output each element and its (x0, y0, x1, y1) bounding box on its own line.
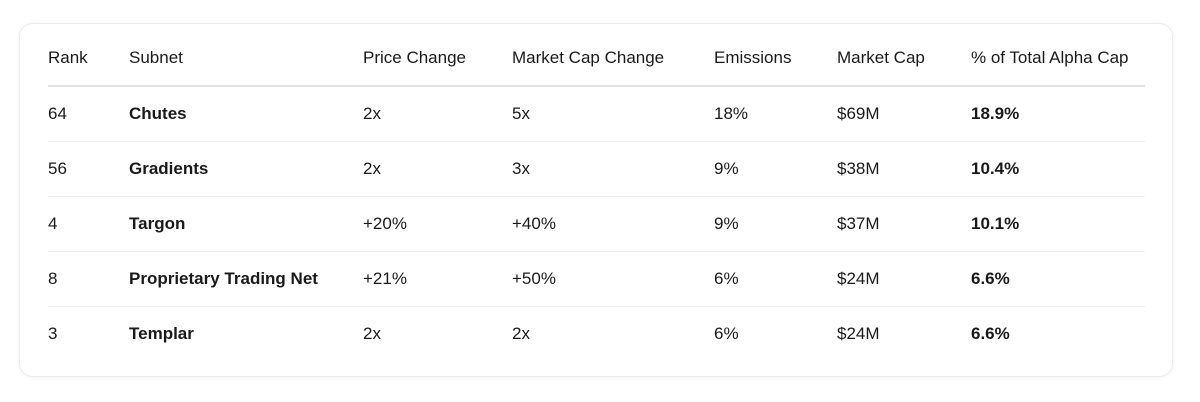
subnet-table: Rank Subnet Price Change Market Cap Chan… (48, 31, 1145, 361)
table-row: 4 Targon +20% +40% 9% $37M 10.1% (48, 196, 1145, 252)
column-header-subnet: Subnet (129, 31, 363, 87)
table-card: Rank Subnet Price Change Market Cap Chan… (19, 23, 1173, 377)
rank-cell: 56 (48, 141, 129, 197)
market-cap-cell: $69M (837, 86, 971, 142)
column-header-pct-total-alpha-cap: % of Total Alpha Cap (971, 31, 1145, 87)
rank-cell: 4 (48, 196, 129, 252)
emissions-cell: 6% (714, 324, 739, 343)
price-change-cell: 2x (363, 324, 381, 343)
market-cap-change-cell: 5x (512, 86, 714, 142)
pct-total-alpha-cap-cell: 18.9% (971, 86, 1145, 142)
emissions-cell: 9% (714, 196, 837, 252)
pct-total-alpha-cap-cell: 10.4% (971, 141, 1145, 197)
table-row: 64 Chutes 2x 5x 18% $69M 18.9% (48, 86, 1145, 142)
market-cap-change-cell: 2x (512, 324, 530, 343)
emissions-cell: 6% (714, 251, 837, 307)
table-header-row: Rank Subnet Price Change Market Cap Chan… (48, 31, 1145, 87)
price-change-cell: +21% (363, 251, 512, 307)
column-header-market-cap: Market Cap (837, 31, 971, 87)
subnet-cell: Templar (129, 324, 194, 343)
subnet-cell: Gradients (129, 141, 363, 197)
column-header-emissions: Emissions (714, 31, 837, 87)
market-cap-cell: $24M (837, 251, 971, 307)
table-row: 3 Templar 2x 2x 6% $24M 6.6% (48, 307, 1145, 362)
market-cap-cell: $37M (837, 196, 971, 252)
market-cap-cell: $38M (837, 141, 971, 197)
rank-cell: 3 (48, 324, 58, 343)
market-cap-change-cell: +50% (512, 251, 714, 307)
price-change-cell: 2x (363, 86, 512, 142)
pct-total-alpha-cap-cell: 6.6% (971, 324, 1010, 343)
column-header-market-cap-change: Market Cap Change (512, 31, 714, 87)
subnet-cell: Chutes (129, 86, 363, 142)
price-change-cell: +20% (363, 196, 512, 252)
table-row: 56 Gradients 2x 3x 9% $38M 10.4% (48, 141, 1145, 197)
subnet-cell: Targon (129, 196, 363, 252)
column-header-rank: Rank (48, 31, 129, 87)
market-cap-change-cell: +40% (512, 196, 714, 252)
emissions-cell: 9% (714, 141, 837, 197)
rank-cell: 8 (48, 251, 129, 307)
column-header-price-change: Price Change (363, 31, 512, 87)
pct-total-alpha-cap-cell: 6.6% (971, 251, 1145, 307)
market-cap-cell: $24M (837, 324, 880, 343)
price-change-cell: 2x (363, 141, 512, 197)
pct-total-alpha-cap-cell: 10.1% (971, 196, 1145, 252)
emissions-cell: 18% (714, 86, 837, 142)
rank-cell: 64 (48, 86, 129, 142)
subnet-cell: Proprietary Trading Net (129, 251, 363, 307)
table-row: 8 Proprietary Trading Net +21% +50% 6% $… (48, 251, 1145, 307)
market-cap-change-cell: 3x (512, 141, 714, 197)
